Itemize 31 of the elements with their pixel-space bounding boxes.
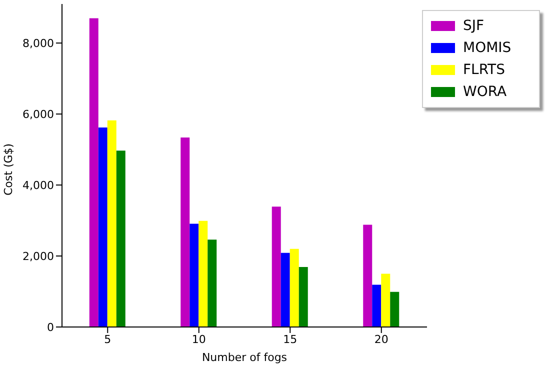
legend-label: FLRTS [463, 61, 505, 80]
y-tick-label: 8,000 [22, 36, 54, 50]
bar [290, 248, 299, 327]
bar [198, 220, 208, 327]
y-tick-label: 6,000 [22, 108, 54, 121]
bar [190, 224, 199, 327]
bar [107, 120, 116, 327]
x-tick-label: 20 [374, 332, 388, 346]
bar [98, 128, 108, 327]
y-tick-label: 2,000 [22, 250, 54, 263]
x-tick-label: 10 [192, 332, 206, 346]
legend-label: SJF [463, 17, 484, 36]
bar [208, 240, 217, 327]
bar [390, 292, 400, 327]
bar [298, 267, 308, 327]
bar [372, 284, 382, 327]
bar [363, 224, 372, 327]
bar [272, 206, 281, 327]
legend-label: WORA [463, 83, 507, 102]
x-tick-label: 5 [104, 332, 112, 346]
y-tick-label: 4,000 [22, 178, 54, 192]
x-axis-title: Number of fogs [202, 351, 288, 364]
y-axis-title: Cost (G$) [2, 143, 15, 196]
legend-label: MOMIS [463, 39, 512, 58]
bar [280, 252, 290, 327]
bar [381, 274, 390, 327]
bar [180, 137, 190, 327]
x-tick-label: 15 [283, 332, 298, 346]
bar [89, 18, 98, 327]
y-tick-label: 0 [47, 320, 54, 334]
bar [116, 150, 126, 327]
